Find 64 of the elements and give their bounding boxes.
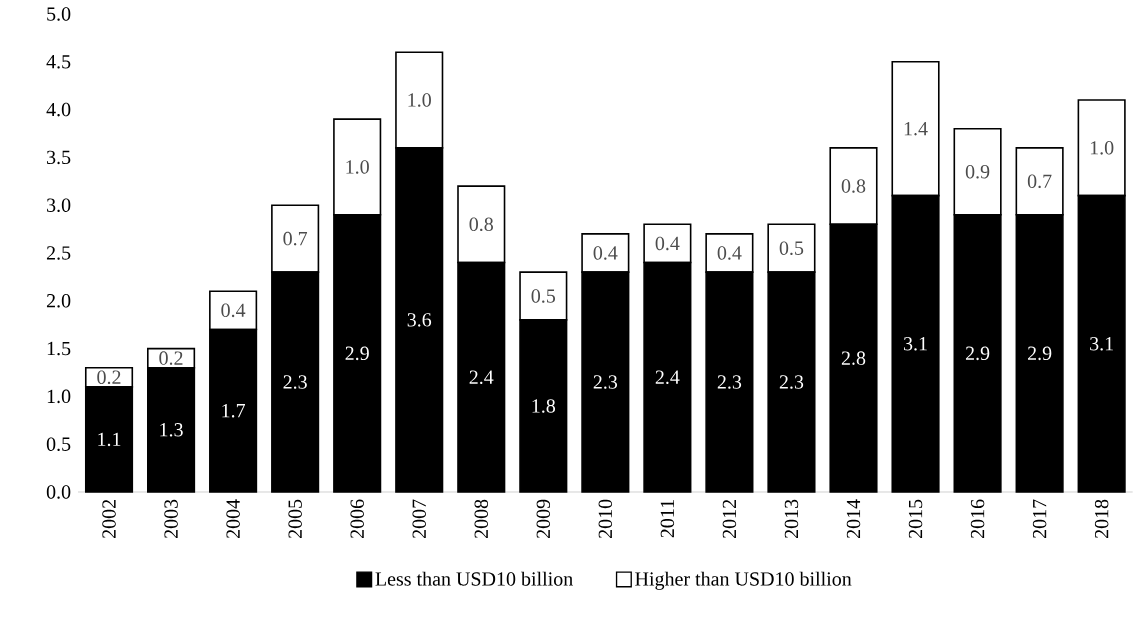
data-label: 0.5: [779, 241, 804, 256]
y-tick-label: 3.0: [47, 198, 71, 212]
data-label: 0.4: [221, 303, 246, 318]
data-label: 1.4: [904, 121, 928, 136]
y-tick-label: 3.5: [47, 150, 71, 165]
x-tick-label: 2018: [1094, 499, 1109, 539]
data-label: 3.6: [407, 313, 432, 327]
legend-label: Higher than USD10 billion: [635, 571, 852, 590]
data-label: 0.9: [965, 164, 990, 179]
y-tick-label: 2.5: [46, 246, 71, 260]
data-label: 2.3: [283, 375, 307, 389]
x-tick-label: 2008: [474, 499, 488, 539]
y-tick-label: 4.5: [46, 55, 71, 69]
data-label: 1.0: [1090, 141, 1114, 155]
x-tick-label: 2017: [1032, 499, 1047, 539]
y-tick-label: 4.0: [46, 102, 71, 117]
data-label: 2.4: [469, 370, 494, 385]
data-label: 1.7: [222, 404, 246, 418]
data-label: 2.3: [779, 375, 804, 389]
data-label: 3.1: [903, 337, 927, 351]
x-tick-label: 2012: [722, 500, 737, 539]
data-label: 0.2: [97, 370, 121, 385]
data-label: 1.3: [160, 423, 183, 437]
x-tick-label: 2007: [412, 499, 426, 539]
data-label: 2.9: [345, 346, 369, 361]
data-label: 0.5: [531, 289, 556, 303]
y-tick-label: 5.0: [47, 7, 71, 21]
y-tick-label: 1.5: [47, 341, 71, 356]
x-tick-label: 2015: [908, 499, 923, 539]
y-tick-label: 1.0: [47, 389, 71, 404]
y-tick-label: 0.0: [46, 485, 71, 499]
data-label: 0.2: [159, 351, 183, 365]
data-label: 0.7: [1027, 174, 1052, 189]
data-label: 1.0: [408, 93, 431, 107]
x-tick-label: 2013: [784, 499, 799, 539]
data-label: 0.4: [655, 236, 680, 251]
data-label: 1.1: [98, 432, 121, 447]
x-tick-label: 2003: [164, 499, 178, 539]
x-tick-label: 2010: [598, 499, 613, 539]
x-tick-label: 2011: [660, 500, 675, 538]
legend-label: Less than USD10 billion: [375, 571, 573, 586]
data-label: 2.3: [717, 375, 742, 389]
x-tick-label: 2014: [846, 499, 861, 539]
data-label: 2.9: [1027, 346, 1052, 361]
data-label: 1.0: [346, 160, 369, 174]
x-tick-label: 2016: [970, 499, 985, 539]
x-tick-label: 2009: [536, 499, 551, 539]
data-label: 2.3: [593, 375, 618, 389]
data-label: 2.8: [841, 351, 866, 365]
x-tick-label: 2004: [226, 499, 240, 539]
data-label: 0.8: [469, 217, 493, 232]
data-label: 0.8: [841, 179, 866, 193]
y-tick-label: 2.0: [46, 294, 71, 308]
data-label: 3.1: [1090, 337, 1113, 351]
data-label: 0.4: [717, 246, 742, 260]
data-label: 0.4: [593, 246, 618, 260]
data-label: 1.8: [532, 399, 556, 413]
x-tick-label: 2005: [288, 499, 302, 539]
data-label: 0.7: [283, 231, 308, 246]
x-tick-label: 2002: [102, 500, 116, 539]
x-tick-label: 2006: [350, 499, 364, 539]
y-tick-label: 0.5: [46, 437, 71, 451]
data-label: 2.4: [655, 370, 680, 385]
data-label: 2.9: [965, 346, 990, 361]
